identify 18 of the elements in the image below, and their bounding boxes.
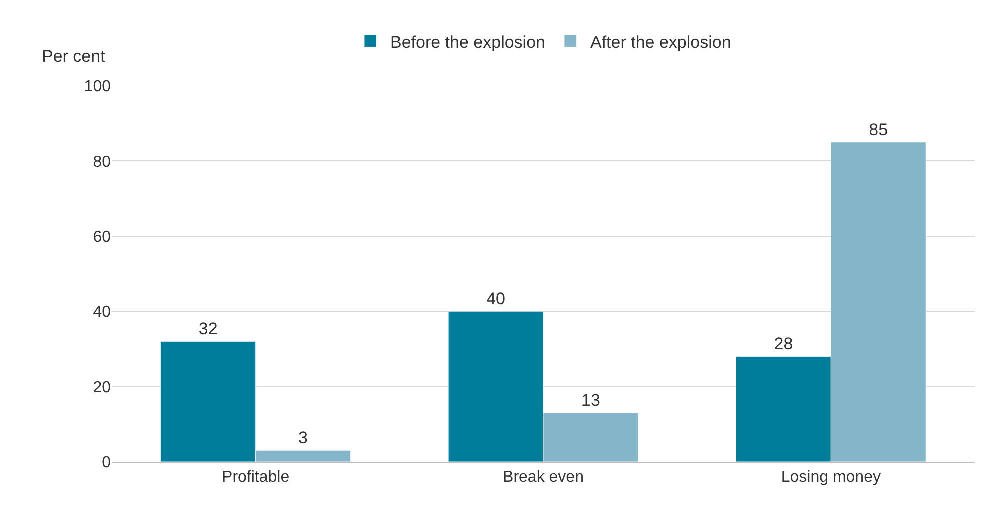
data-label: 85: [869, 120, 888, 140]
y-tick-label: 80: [93, 154, 112, 171]
data-label: 32: [198, 320, 218, 339]
y-tick-label: 0: [102, 454, 112, 472]
y-axis-title: Per cent: [42, 47, 106, 66]
data-label: 28: [774, 334, 794, 354]
data-label: 13: [582, 391, 600, 410]
legend-label: After the explosion: [590, 32, 732, 52]
x-tick-label: Break even: [503, 469, 584, 486]
data-label: 40: [486, 290, 506, 309]
legend-label: Before the explosion: [390, 32, 546, 52]
y-tick-label: 40: [93, 304, 112, 322]
data-label: 3: [298, 428, 308, 448]
x-tick-label: Profitable: [222, 469, 290, 486]
y-tick-label: 20: [93, 379, 112, 396]
y-tick-label: 60: [93, 229, 112, 246]
x-tick-label: Losing money: [781, 469, 881, 486]
y-tick-label: 100: [84, 78, 112, 96]
